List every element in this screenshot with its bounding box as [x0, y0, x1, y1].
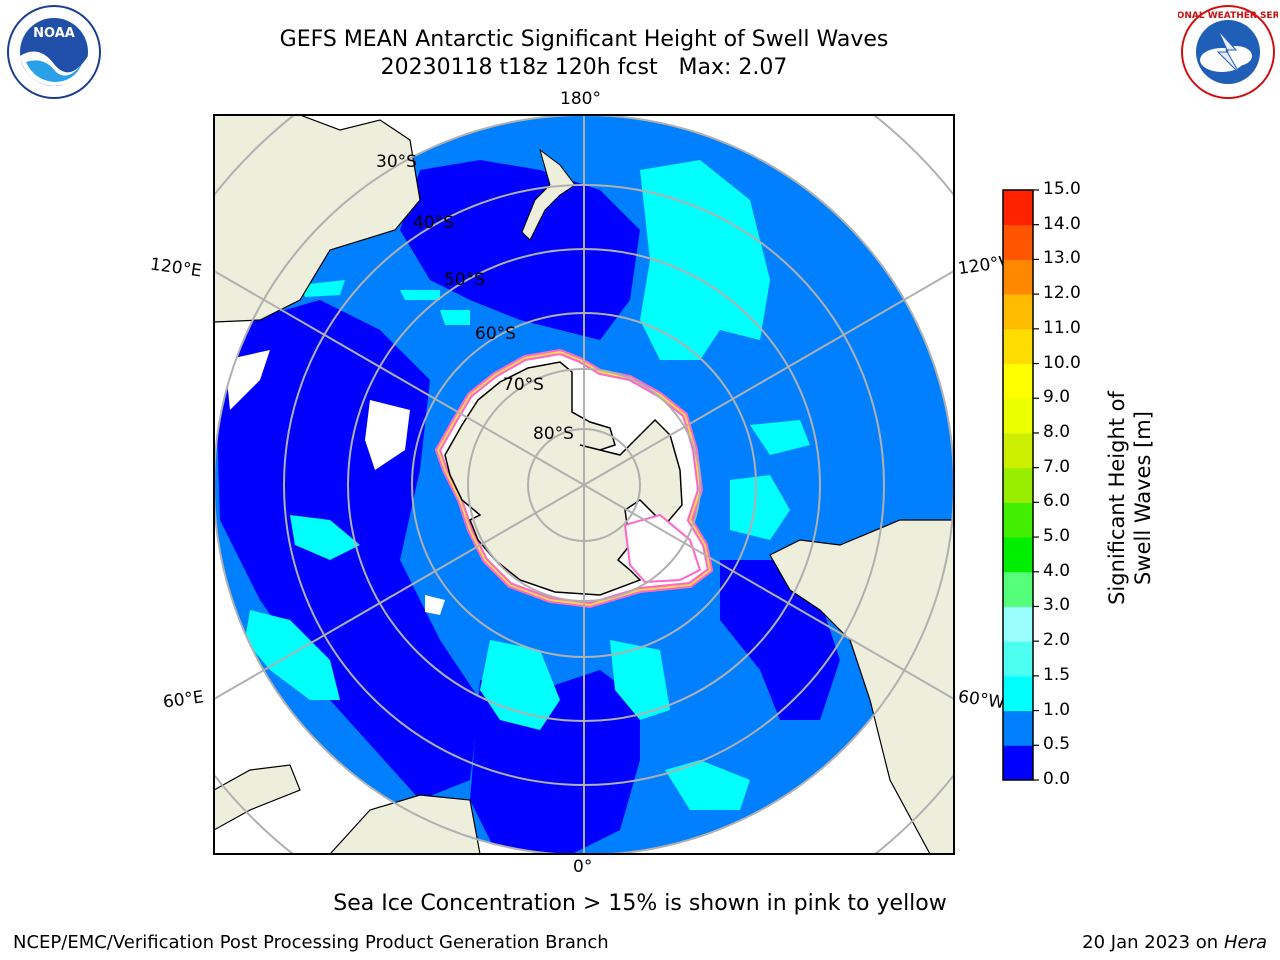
colorbar-segment — [1003, 363, 1033, 399]
colorbar-tick-label: 0.0 — [1043, 769, 1071, 789]
colorbar-segment — [1003, 675, 1033, 712]
colorbar-tick-label: 4.0 — [1043, 560, 1071, 581]
svg-text:NATIONAL WEATHER SERVICE: NATIONAL WEATHER SERVICE — [1178, 11, 1278, 21]
colorbar-tick-label: 9.0 — [1043, 387, 1071, 408]
colorbar-tick-label: 2.0 — [1043, 630, 1071, 651]
land-africa — [214, 764, 301, 831]
swell-high-south — [480, 640, 560, 730]
colorbar-tick-label: 15.0 — [1043, 179, 1081, 199]
colorbar-tick-label: 1.0 — [1043, 699, 1071, 720]
colorbar-label: Significant Height of Swell Waves [m] — [1105, 391, 1155, 605]
latitude-label-80s: 80°S — [533, 424, 574, 444]
footer-host: Hera — [1223, 932, 1267, 953]
latitude-label-70s: 70°S — [503, 375, 544, 395]
colorbar-segment — [1003, 224, 1033, 260]
latitude-label-60s: 60°S — [475, 324, 516, 344]
colorbar-segment — [1003, 259, 1033, 295]
footer-date: 20 Jan 2023 on Hera — [1082, 932, 1267, 953]
colorbar-tick-label: 0.5 — [1043, 734, 1071, 755]
colorbar-tick-label: 10.0 — [1043, 352, 1081, 373]
colorbar-segment — [1003, 294, 1033, 330]
colorbar-tick-label: 1.5 — [1043, 664, 1071, 685]
colorbar — [1002, 189, 1039, 781]
map-subtitle: 20230118 t18z 120h fcst Max: 2.07 — [380, 55, 788, 80]
land-new-zealand — [521, 148, 576, 241]
colorbar-tick-label: 12.0 — [1043, 283, 1081, 304]
ice-shelf-weddell — [623, 513, 702, 584]
latitude-label-40s: 40°S — [413, 213, 454, 233]
colorbar-segment — [1003, 432, 1033, 469]
sea-ice-note: Sea Ice Concentration > 15% is shown in … — [333, 891, 947, 916]
swell-high-nw2 — [400, 290, 440, 300]
meridian-label-0: 0° — [573, 857, 593, 877]
swell-high-southwest — [245, 610, 340, 700]
swell-high-east-c — [750, 420, 810, 455]
nodata-west-a — [225, 350, 270, 410]
map-title: GEFS MEAN Antarctic Significant Height o… — [279, 27, 889, 52]
swell-high-southsouth — [665, 760, 750, 810]
colorbar-segment — [1003, 606, 1033, 642]
swell-high-nw3 — [440, 310, 470, 325]
colorbar-tick-label: 11.0 — [1043, 317, 1081, 338]
colorbar-segments — [1003, 190, 1033, 781]
colorbar-segment — [1003, 537, 1033, 573]
colorbar-tick-label: 13.0 — [1043, 248, 1081, 269]
noaa-logo: NOAA — [7, 5, 101, 99]
colorbar-segment — [1003, 467, 1033, 503]
colorbar-segment — [1003, 398, 1033, 434]
colorbar-segment — [1003, 502, 1033, 538]
colorbar-segment — [1003, 190, 1033, 226]
swell-high-west — [290, 515, 360, 560]
colorbar-tick-label: 5.0 — [1043, 526, 1071, 547]
latitude-label-30s: 30°S — [376, 152, 417, 172]
swell-high-east-b — [730, 475, 790, 540]
colorbar-tick-label: 14.0 — [1043, 213, 1081, 234]
colorbar-tick-label: 8.0 — [1043, 421, 1071, 442]
noaa-logo-text: NOAA — [33, 26, 75, 41]
colorbar-tick-label: 7.0 — [1043, 456, 1071, 477]
colorbar-tick-label: 6.0 — [1043, 491, 1071, 512]
colorbar-tick-label: 3.0 — [1043, 595, 1071, 616]
colorbar-segment — [1003, 328, 1033, 365]
map-frame — [213, 114, 955, 855]
colorbar-segment — [1003, 710, 1033, 746]
nodata-west-b — [365, 400, 410, 470]
colorbar-segment — [1003, 641, 1033, 677]
colorbar-segment — [1003, 571, 1033, 607]
meridians — [214, 115, 954, 854]
footer-date-text: 20 Jan 2023 on — [1082, 932, 1224, 953]
swell-high-nw — [300, 280, 345, 297]
latitude-label-50s: 50°S — [444, 270, 485, 290]
swell-high-east — [640, 160, 770, 360]
swell-high-south-b — [610, 640, 670, 720]
footer-producer: NCEP/EMC/Verification Post Processing Pr… — [13, 932, 609, 953]
colorbar-segment — [1003, 745, 1033, 781]
nodata-west-c — [425, 595, 445, 615]
swell-low-north — [400, 160, 640, 340]
meridian-label-180: 180° — [560, 89, 601, 109]
nws-logo: NATIONAL WEATHER SERVICE — [1178, 5, 1278, 99]
